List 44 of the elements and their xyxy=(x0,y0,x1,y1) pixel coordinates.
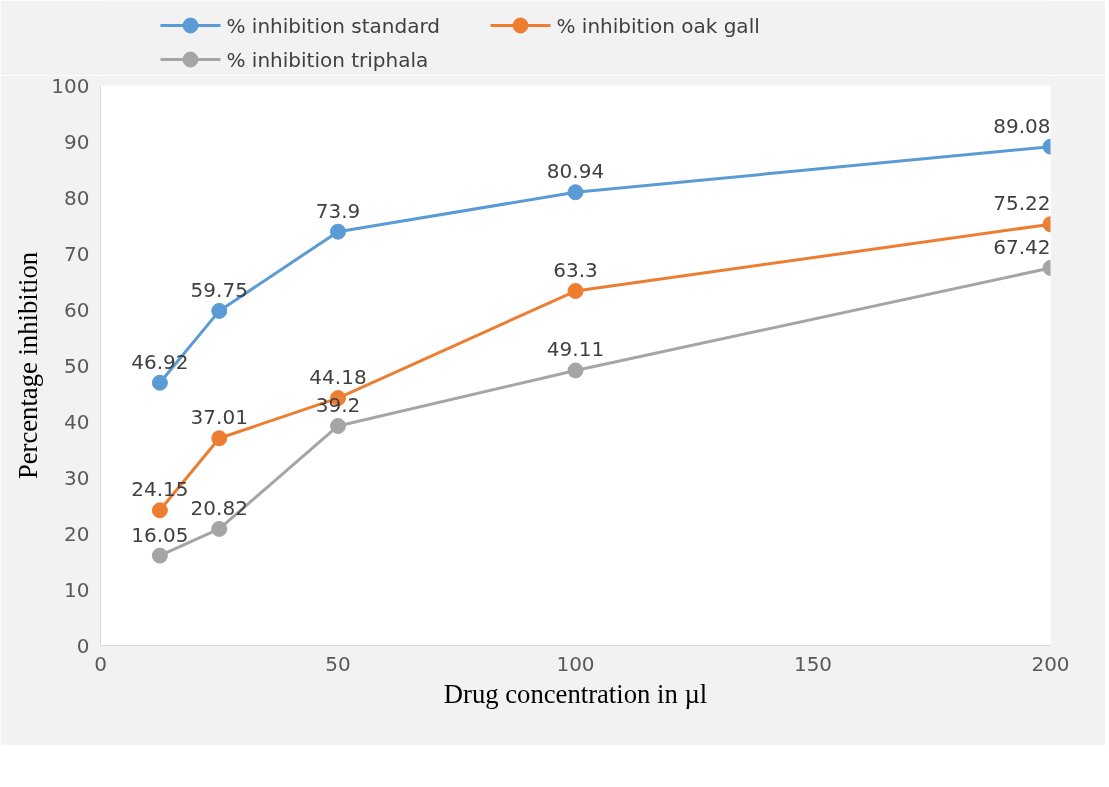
data-label: 49.11 xyxy=(546,337,605,362)
y-tick-label: 50 xyxy=(64,353,90,378)
data-label: 89.08 xyxy=(993,113,1051,138)
x-tick-label: 200 xyxy=(1031,651,1070,676)
y-tick-label: 10 xyxy=(64,577,90,602)
data-label: 80.94 xyxy=(546,159,605,184)
x-tick-label: 100 xyxy=(556,651,595,676)
legend-label: % inhibition standard xyxy=(226,13,440,38)
legend-label: % inhibition triphala xyxy=(226,47,429,72)
y-tick-label: 40 xyxy=(64,409,90,434)
point xyxy=(151,374,168,391)
x-axis-title: Drug concentration in µl xyxy=(443,678,708,709)
data-label: 20.82 xyxy=(190,495,248,520)
y-tick-label: 0 xyxy=(76,633,90,658)
x-tick-label: 50 xyxy=(325,651,351,676)
point xyxy=(211,520,228,537)
data-label: 75.22 xyxy=(993,191,1051,216)
point xyxy=(567,184,584,201)
data-label: 63.3 xyxy=(553,258,598,283)
x-tick-label: 0 xyxy=(94,651,107,676)
x-tick-label: 150 xyxy=(793,651,833,676)
point xyxy=(567,362,584,379)
legend-label: % inhibition oak gall xyxy=(556,13,760,38)
y-tick-label: 30 xyxy=(64,465,90,490)
point xyxy=(211,302,228,319)
data-label: 44.18 xyxy=(309,365,367,390)
point xyxy=(151,547,168,564)
data-label: 67.42 xyxy=(993,234,1051,259)
y-tick-label: 60 xyxy=(64,297,90,322)
data-label: 73.9 xyxy=(315,198,361,223)
data-label: 16.05 xyxy=(131,522,189,547)
y-tick-label: 20 xyxy=(64,521,90,546)
data-label: 59.75 xyxy=(190,277,248,302)
y-tick-label: 100 xyxy=(51,73,90,98)
data-label: 37.01 xyxy=(190,405,248,430)
y-tick-label: 70 xyxy=(64,241,90,266)
point xyxy=(151,502,168,519)
point xyxy=(211,430,228,447)
y-tick-label: 90 xyxy=(64,129,90,154)
y-tick-label: 80 xyxy=(64,185,90,210)
point xyxy=(567,283,584,300)
point xyxy=(330,223,346,240)
point xyxy=(330,417,346,434)
y-axis-title: Percentage inhibition xyxy=(13,251,44,480)
